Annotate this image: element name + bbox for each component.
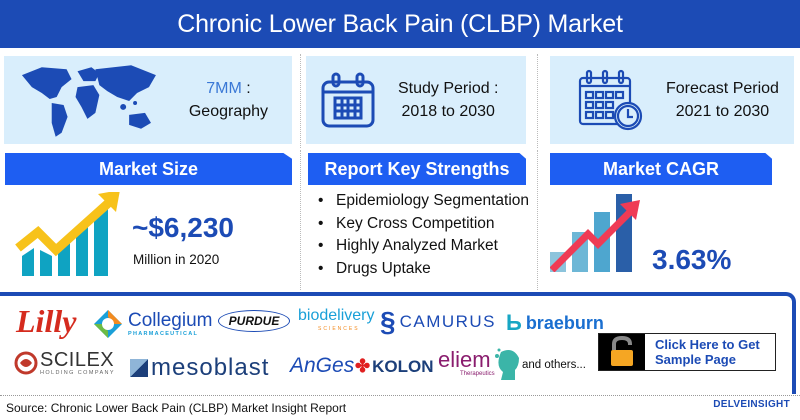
collegium-mark-icon — [94, 310, 122, 338]
divider — [537, 150, 538, 290]
logo-camurus: § CAMURUS — [380, 308, 496, 336]
study-period-panel: Study Period : 2018 to 2030 — [306, 56, 526, 144]
logo-anges: AnGes — [290, 354, 355, 377]
market-size-heading: Market Size — [5, 153, 292, 185]
unlock-icon — [599, 334, 645, 370]
logo-eliem: eliem Therapeutics — [438, 346, 521, 380]
divider — [537, 54, 538, 148]
calendar-clock-icon — [578, 69, 643, 131]
forecast-period-value: 2021 to 2030 — [675, 103, 770, 120]
study-period-value: 2018 to 2030 — [401, 103, 495, 120]
camurus-name: CAMURUS — [399, 312, 497, 331]
list-item: Drugs Uptake — [318, 258, 529, 281]
footer-divider — [0, 395, 800, 396]
scilex-sub: HOLDING COMPANY — [40, 370, 115, 376]
list-item: Epidemiology Segmentation — [318, 190, 529, 213]
braeburn-mark-icon: Ь — [506, 310, 522, 335]
geography-highlight: 7MM — [206, 80, 242, 97]
page-title: Chronic Lower Back Pain (CLBP) Market — [0, 0, 800, 48]
market-cagr-heading: Market CAGR — [550, 153, 772, 185]
study-period-label: Study Period : — [398, 80, 499, 97]
cta-line1: Click Here to Get — [655, 337, 760, 352]
get-sample-page-button[interactable]: Click Here to Get Sample Page — [598, 333, 776, 371]
divider — [300, 54, 301, 148]
logo-purdue: PURDUE — [218, 310, 290, 332]
cagr-value: 3.63% — [652, 244, 732, 275]
collegium-name: Collegium — [128, 310, 213, 331]
logo-kolon: ✤ KOLON — [355, 356, 433, 377]
key-strengths-heading: Report Key Strengths — [308, 153, 526, 185]
logo-mesoblast: mesoblast — [130, 354, 269, 382]
source-text: Source: Chronic Lower Back Pain (CLBP) M… — [6, 401, 347, 415]
logo-lilly: Lilly — [16, 303, 77, 339]
scilex-name: SCILEX — [40, 349, 115, 371]
mesoblast-name: mesoblast — [151, 354, 270, 381]
forecast-period-panel: Forecast Period 2021 to 2030 — [550, 56, 794, 144]
biodelivery-name: biodelivery — [298, 307, 375, 324]
forecast-period-label: Forecast Period — [666, 80, 779, 97]
divider — [300, 150, 301, 290]
geography-label: : Geography — [188, 80, 269, 120]
logo-biodelivery: biodelivery SCIENCES — [298, 306, 374, 332]
kolon-name: KOLON — [372, 356, 434, 376]
companies-frame — [0, 292, 796, 394]
eliem-name: eliem — [438, 347, 491, 372]
market-size-value: ~$6,230 — [132, 212, 234, 243]
and-others-text: and others... — [522, 359, 586, 371]
eliem-sub: Therapeutics — [460, 371, 495, 377]
biodelivery-sub: SCIENCES — [318, 326, 360, 332]
kolon-mark-icon: ✤ — [355, 356, 371, 376]
logo-braeburn: Ь braeburn — [506, 310, 604, 336]
cagr-chart-icon — [550, 194, 640, 272]
cta-line2: Sample Page — [655, 352, 736, 367]
braeburn-name: braeburn — [525, 312, 604, 333]
calendar-icon — [321, 72, 375, 128]
logo-scilex: SCILEX HOLDING COMPANY — [14, 350, 115, 376]
camurus-mark-icon: § — [380, 306, 396, 337]
market-size-caption: Million in 2020 — [133, 252, 220, 267]
world-map-icon — [21, 65, 156, 137]
list-item: Key Cross Competition — [318, 213, 529, 236]
growth-chart-icon — [15, 192, 120, 276]
key-strengths-list: Epidemiology Segmentation Key Cross Comp… — [318, 190, 529, 280]
collegium-sub: PHARMACEUTICAL — [128, 331, 199, 337]
delveinsight-logo: DELVEINSIGHT — [713, 399, 790, 410]
eliem-head-icon — [494, 348, 519, 380]
mesoblast-mark-icon — [130, 359, 148, 377]
logo-collegium: Collegium PHARMACEUTICAL — [92, 308, 212, 340]
geography-panel: 7MM : Geography — [4, 56, 292, 144]
scilex-mark-icon — [14, 351, 38, 375]
list-item: Highly Analyzed Market — [318, 235, 529, 258]
